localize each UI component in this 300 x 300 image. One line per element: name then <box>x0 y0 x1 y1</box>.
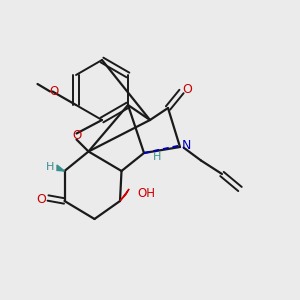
Text: H: H <box>153 152 162 163</box>
Text: O: O <box>183 82 192 96</box>
Polygon shape <box>57 165 64 171</box>
Text: N: N <box>182 139 191 152</box>
Text: O: O <box>73 129 82 142</box>
Text: H: H <box>46 161 54 172</box>
Text: O: O <box>37 193 46 206</box>
Text: O: O <box>50 85 58 98</box>
Polygon shape <box>120 189 129 201</box>
Text: OH: OH <box>137 187 155 200</box>
